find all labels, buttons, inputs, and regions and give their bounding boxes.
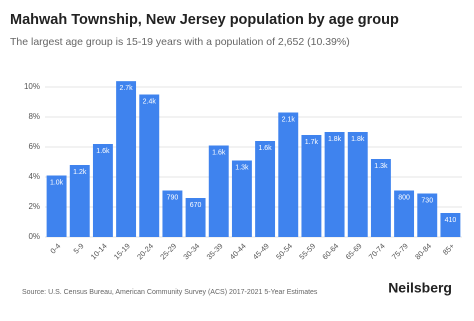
x-tick-label: 85+ [441, 241, 457, 257]
bar-label: 1.3k [235, 164, 249, 171]
chart-subtitle: The largest age group is 15-19 years wit… [10, 36, 350, 48]
bar [46, 175, 67, 237]
x-tick-label: 50-54 [274, 241, 294, 261]
x-tick-label: 10-14 [89, 241, 109, 261]
y-tick-label: 6% [28, 142, 40, 151]
bar-label: 730 [421, 197, 433, 204]
x-tick-label: 65-69 [344, 241, 364, 261]
bar [116, 81, 137, 238]
y-tick-label: 10% [24, 82, 40, 91]
y-tick-label: 8% [28, 112, 40, 121]
x-tick-label: 25-29 [158, 241, 178, 261]
x-tick-label: 75-79 [390, 241, 410, 261]
bar [69, 165, 90, 237]
bar-label: 1.6k [258, 145, 272, 152]
bar-label: 1.6k [212, 149, 226, 156]
bar [139, 94, 160, 237]
bar-label: 1.3k [374, 163, 388, 170]
x-tick-label: 5-9 [72, 241, 86, 255]
y-tick-label: 2% [28, 202, 40, 211]
bar-label: 1.8k [351, 136, 365, 143]
brand-logo: Neilsberg [388, 280, 452, 296]
bar-label: 2.1k [282, 116, 296, 123]
bar-label: 2.7k [119, 85, 133, 92]
bar [417, 193, 438, 237]
bar [185, 198, 206, 237]
x-tick-label: 80-84 [413, 241, 433, 261]
x-tick-label: 30-34 [181, 241, 201, 261]
x-tick-label: 45-49 [251, 241, 271, 261]
bar-label: 800 [398, 194, 410, 201]
source-note: Source: U.S. Census Bureau, American Com… [22, 289, 318, 296]
bar-label: 410 [445, 217, 457, 224]
bar [347, 132, 368, 237]
bar [440, 213, 461, 237]
bar-label: 1.2k [73, 169, 87, 176]
bar [278, 112, 299, 237]
y-tick-label: 0% [28, 232, 40, 241]
bar [231, 160, 252, 237]
bar [394, 190, 415, 237]
bar [370, 159, 391, 237]
bar [324, 132, 345, 237]
bar [162, 190, 183, 237]
bar-label: 2.4k [143, 98, 157, 105]
bar [301, 135, 322, 237]
x-tick-label: 70-74 [367, 241, 387, 261]
x-tick-label: 40-44 [228, 241, 248, 261]
bar-label: 1.8k [328, 136, 342, 143]
bar [255, 141, 276, 237]
chart-title: Mahwah Township, New Jersey population b… [10, 12, 399, 28]
bar-label: 1.6k [96, 148, 110, 155]
x-tick-label: 0-4 [48, 241, 62, 255]
bar [92, 144, 113, 237]
x-tick-label: 15-19 [112, 241, 132, 261]
bar [208, 145, 229, 237]
bar-label: 790 [167, 194, 179, 201]
bar-label: 1.7k [305, 139, 319, 146]
bar-label: 670 [190, 202, 202, 209]
x-tick-label: 35-39 [205, 241, 225, 261]
x-tick-label: 20-24 [135, 241, 155, 261]
y-tick-label: 4% [28, 172, 40, 181]
x-tick-label: 60-64 [320, 241, 340, 261]
bar-label: 1.0k [50, 179, 64, 186]
x-tick-label: 55-59 [297, 241, 317, 261]
